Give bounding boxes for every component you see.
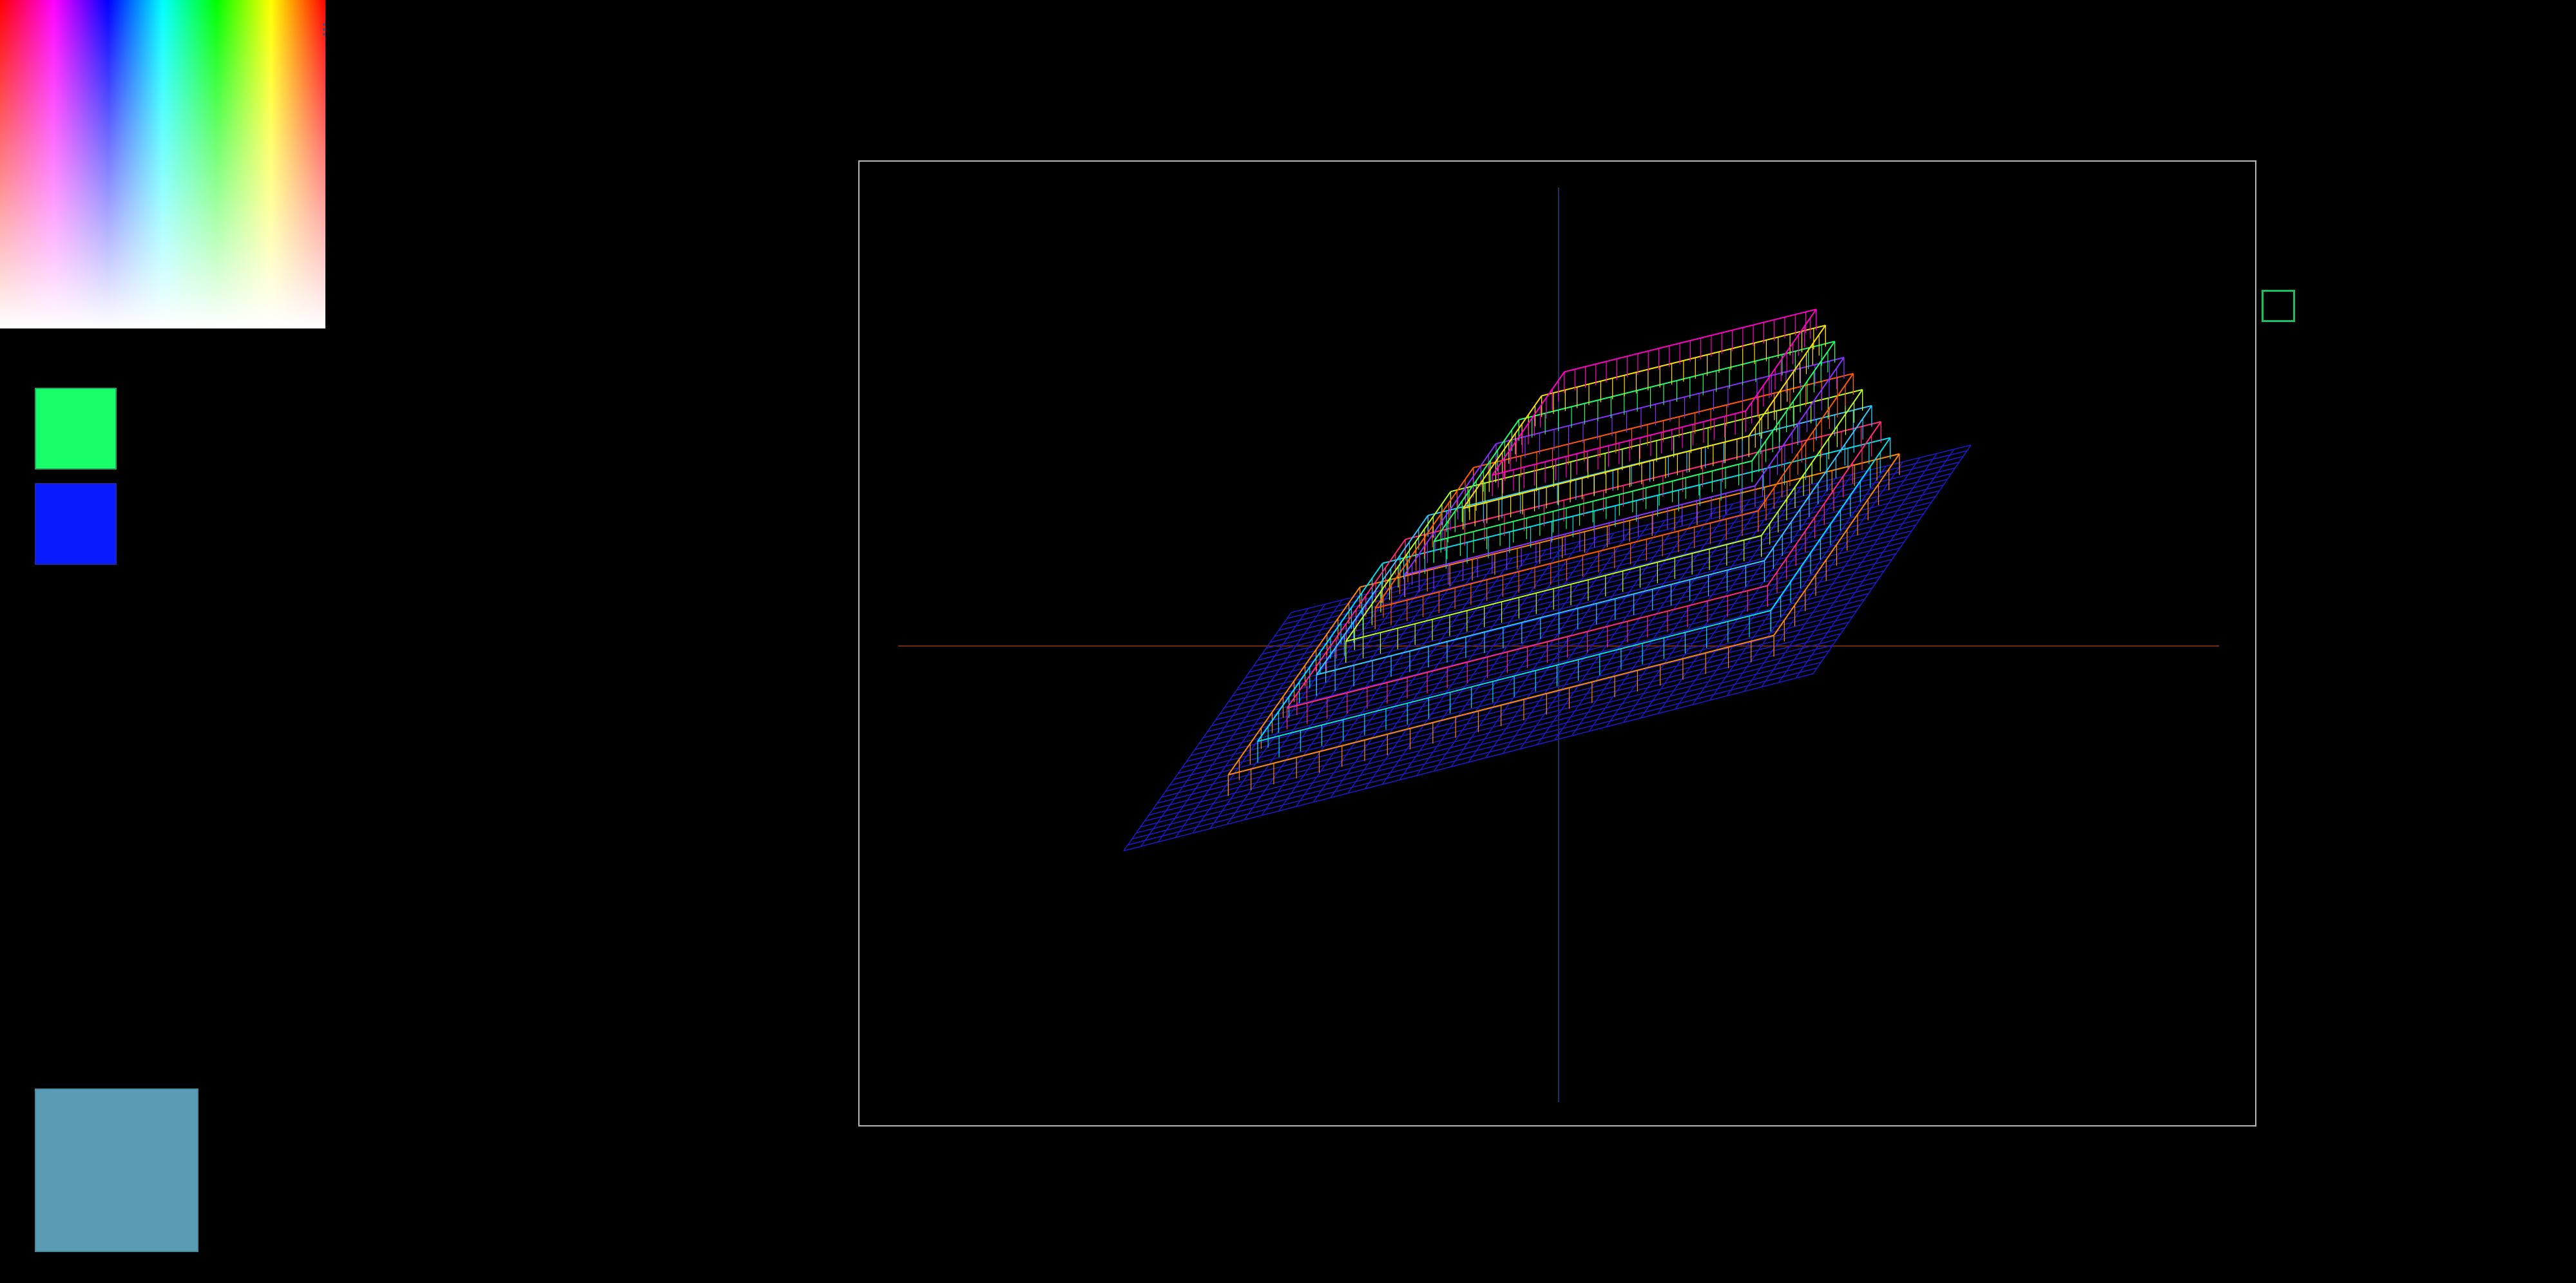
base-grid-line: [1606, 495, 1768, 727]
base-grid-line: [1675, 478, 1836, 710]
base-grid-line: [1485, 524, 1649, 759]
base-grid-line: [1502, 520, 1666, 754]
primary-color-swatch[interactable]: [35, 388, 117, 470]
layer-contour: [1382, 437, 1890, 564]
base-grid-line: [1228, 530, 1912, 703]
base-grid-line: [1537, 511, 1700, 745]
layer-contour: [1748, 325, 1827, 437]
base-grid-line: [1588, 499, 1751, 732]
base-grid-line: [1270, 473, 1952, 643]
base-grid-line: [1207, 558, 1892, 732]
base-grid-line: [1236, 518, 1920, 690]
picker-cursor-icon: ⁝: [321, 19, 327, 41]
base-grid-line: [1554, 508, 1716, 741]
base-grid-line: [1812, 444, 1972, 674]
base-grid-line: [1282, 456, 1963, 625]
base-grid-line: [1519, 516, 1683, 750]
base-grid-line: [1726, 466, 1887, 696]
base-grid-line: [1240, 513, 1924, 685]
base-grid-line: [1640, 486, 1802, 719]
base-grid-line: [1623, 491, 1785, 723]
base-grid-line: [1287, 450, 1968, 619]
base-grid-line: [1778, 453, 1937, 683]
base-grid-line: [1709, 470, 1870, 701]
base-grid-line: [1220, 542, 1905, 714]
base-grid-line: [1692, 474, 1852, 705]
base-grid-line: [1571, 503, 1734, 736]
wireframe-scene: [898, 187, 2219, 1102]
toggle-checkbox[interactable]: [2262, 290, 2295, 322]
color-picker-gradient[interactable]: ⁝: [0, 0, 327, 328]
base-grid-line: [1761, 457, 1921, 688]
base-grid-line: [1795, 449, 1955, 679]
base-grid-line: [1744, 461, 1904, 692]
base-grid-line: [1257, 490, 1940, 661]
base-grid-line: [1253, 496, 1936, 667]
secondary-color-swatch[interactable]: [35, 483, 117, 565]
base-grid-line: [1215, 547, 1900, 721]
mixed-color-preview: [35, 1088, 198, 1252]
base-grid-line: [1245, 507, 1928, 679]
base-grid-line: [1224, 536, 1908, 708]
3d-viewport[interactable]: [858, 160, 2256, 1126]
